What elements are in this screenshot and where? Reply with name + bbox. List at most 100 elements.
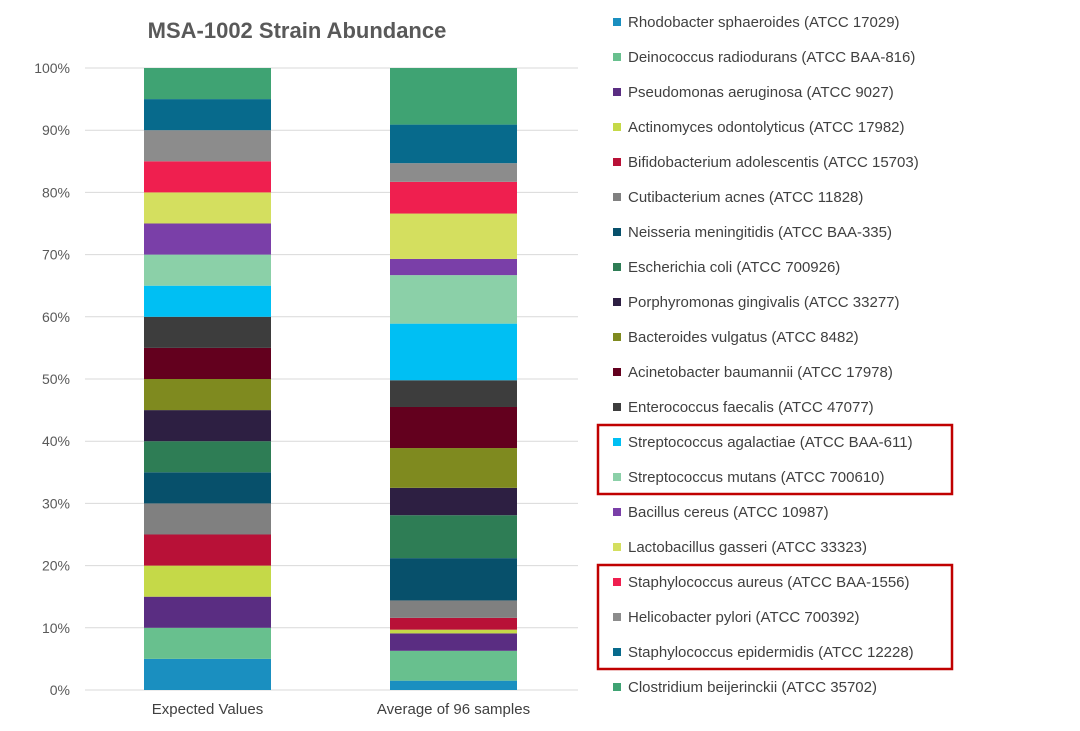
- legend-entry-label: Staphylococcus aureus (ATCC BAA-1556): [628, 574, 910, 591]
- highlight-box: [596, 423, 954, 496]
- bar-segment: [390, 275, 517, 324]
- bar-segment: [390, 323, 517, 381]
- bar-segment: [144, 254, 271, 286]
- legend-entry-label: Clostridium beijerinckii (ATCC 35702): [628, 679, 877, 696]
- highlight-box: [596, 563, 954, 671]
- chart-title: MSA-1002 Strain Abundance: [148, 18, 447, 43]
- bar-segment: [390, 163, 517, 182]
- legend: Rhodobacter sphaeroides (ATCC 17029) Dein…: [613, 14, 919, 696]
- bar-segment: [390, 68, 517, 125]
- bar-segment: [390, 406, 517, 449]
- legend-swatch: [613, 333, 621, 341]
- y-tick-label: 100%: [34, 60, 70, 76]
- bar-segment: [390, 380, 517, 407]
- x-axis-categories: Expected Values Average of 96 samples: [152, 701, 530, 718]
- legend-entry-label: Deinococcus radiodurans (ATCC BAA-816): [628, 49, 915, 66]
- y-tick-label: 30%: [42, 495, 70, 511]
- bar-segment: [390, 124, 517, 164]
- x-category-label: Average of 96 samples: [377, 701, 530, 718]
- bar-segment: [144, 596, 271, 628]
- legend-swatch: [613, 158, 621, 166]
- bar-segment: [390, 680, 517, 690]
- legend-swatch: [613, 368, 621, 376]
- legend-entry-label: Lactobacillus gasseri (ATCC 33323): [628, 539, 867, 556]
- bar-segment: [144, 347, 271, 379]
- legend-swatch: [613, 228, 621, 236]
- bar-segment: [144, 379, 271, 411]
- legend-entry-label: Bifidobacterium adolescentis (ATCC 15703…: [628, 154, 919, 171]
- legend-swatch: [613, 578, 621, 586]
- legend-entry-label: Bacteroides vulgatus (ATCC 8482): [628, 329, 859, 346]
- legend-swatch: [613, 683, 621, 691]
- bar-segment: [144, 503, 271, 535]
- legend-swatch: [613, 88, 621, 96]
- bar-segment: [144, 285, 271, 317]
- legend-highlights: [596, 423, 954, 671]
- y-axis-ticks: 0% 10% 20% 30% 40% 50% 60% 70% 80% 90% 100%: [34, 60, 70, 698]
- bar-segment: [144, 316, 271, 348]
- legend-entry-label: Rhodobacter sphaeroides (ATCC 17029): [628, 14, 900, 31]
- legend-entry-label: Escherichia coli (ATCC 700926): [628, 259, 840, 276]
- legend-swatch: [613, 438, 621, 446]
- legend-entry-label: Streptococcus agalactiae (ATCC BAA-611): [628, 434, 913, 451]
- legend-swatch: [613, 123, 621, 131]
- bar-segment: [144, 410, 271, 442]
- legend-swatch: [613, 298, 621, 306]
- bars: [144, 68, 517, 690]
- y-tick-label: 20%: [42, 558, 70, 574]
- bar-segment: [390, 487, 517, 516]
- bar-segment: [144, 161, 271, 193]
- bar-segment: [144, 99, 271, 131]
- bar-segment: [144, 565, 271, 597]
- bar-segment: [144, 68, 271, 100]
- bar-segment: [390, 617, 517, 630]
- y-tick-label: 90%: [42, 122, 70, 138]
- x-category-label: Expected Values: [152, 701, 263, 718]
- y-tick-label: 60%: [42, 309, 70, 325]
- y-tick-label: 40%: [42, 433, 70, 449]
- bar-segment: [144, 441, 271, 473]
- legend-entry-label: Neisseria meningitidis (ATCC BAA-335): [628, 224, 892, 241]
- legend-swatch: [613, 263, 621, 271]
- bar-segment: [390, 181, 517, 214]
- legend-swatch: [613, 473, 621, 481]
- legend-swatch: [613, 53, 621, 61]
- bar-segment: [144, 472, 271, 504]
- bar-segment: [390, 600, 517, 618]
- legend-entry-label: Bacillus cereus (ATCC 10987): [628, 504, 829, 521]
- legend-entry-label: Staphylococcus epidermidis (ATCC 12228): [628, 644, 914, 661]
- bar-segment: [390, 258, 517, 276]
- y-tick-label: 70%: [42, 247, 70, 263]
- bar-segment: [390, 213, 517, 259]
- legend-entry-label: Cutibacterium acnes (ATCC 11828): [628, 189, 863, 206]
- legend-entry-label: Actinomyces odontolyticus (ATCC 17982): [628, 119, 905, 136]
- bar-segment: [144, 223, 271, 255]
- bar-segment: [390, 515, 517, 559]
- legend-entry-label: Porphyromonas gingivalis (ATCC 33277): [628, 294, 900, 311]
- bar-segment: [390, 558, 517, 601]
- legend-entry-label: Streptococcus mutans (ATCC 700610): [628, 469, 885, 486]
- legend-swatch: [613, 193, 621, 201]
- bar-segment: [390, 650, 517, 681]
- bar-segment: [144, 192, 271, 224]
- legend-entry-label: Helicobacter pylori (ATCC 700392): [628, 609, 859, 626]
- legend-swatch: [613, 18, 621, 26]
- bar-segment: [390, 633, 517, 651]
- legend-swatch: [613, 543, 621, 551]
- bar-segment: [144, 130, 271, 162]
- bar-segment: [390, 629, 517, 634]
- bar-segment: [144, 627, 271, 659]
- bar-segment: [144, 534, 271, 566]
- legend-swatch: [613, 648, 621, 656]
- legend-entry-label: Acinetobacter baumannii (ATCC 17978): [628, 364, 893, 381]
- y-tick-label: 50%: [42, 371, 70, 387]
- y-tick-label: 0%: [50, 682, 70, 698]
- legend-swatch: [613, 613, 621, 621]
- legend-swatch: [613, 403, 621, 411]
- y-tick-label: 80%: [42, 184, 70, 200]
- legend-entry-label: Pseudomonas aeruginosa (ATCC 9027): [628, 84, 894, 101]
- y-tick-label: 10%: [42, 620, 70, 636]
- bar-segment: [390, 448, 517, 488]
- legend-swatch: [613, 508, 621, 516]
